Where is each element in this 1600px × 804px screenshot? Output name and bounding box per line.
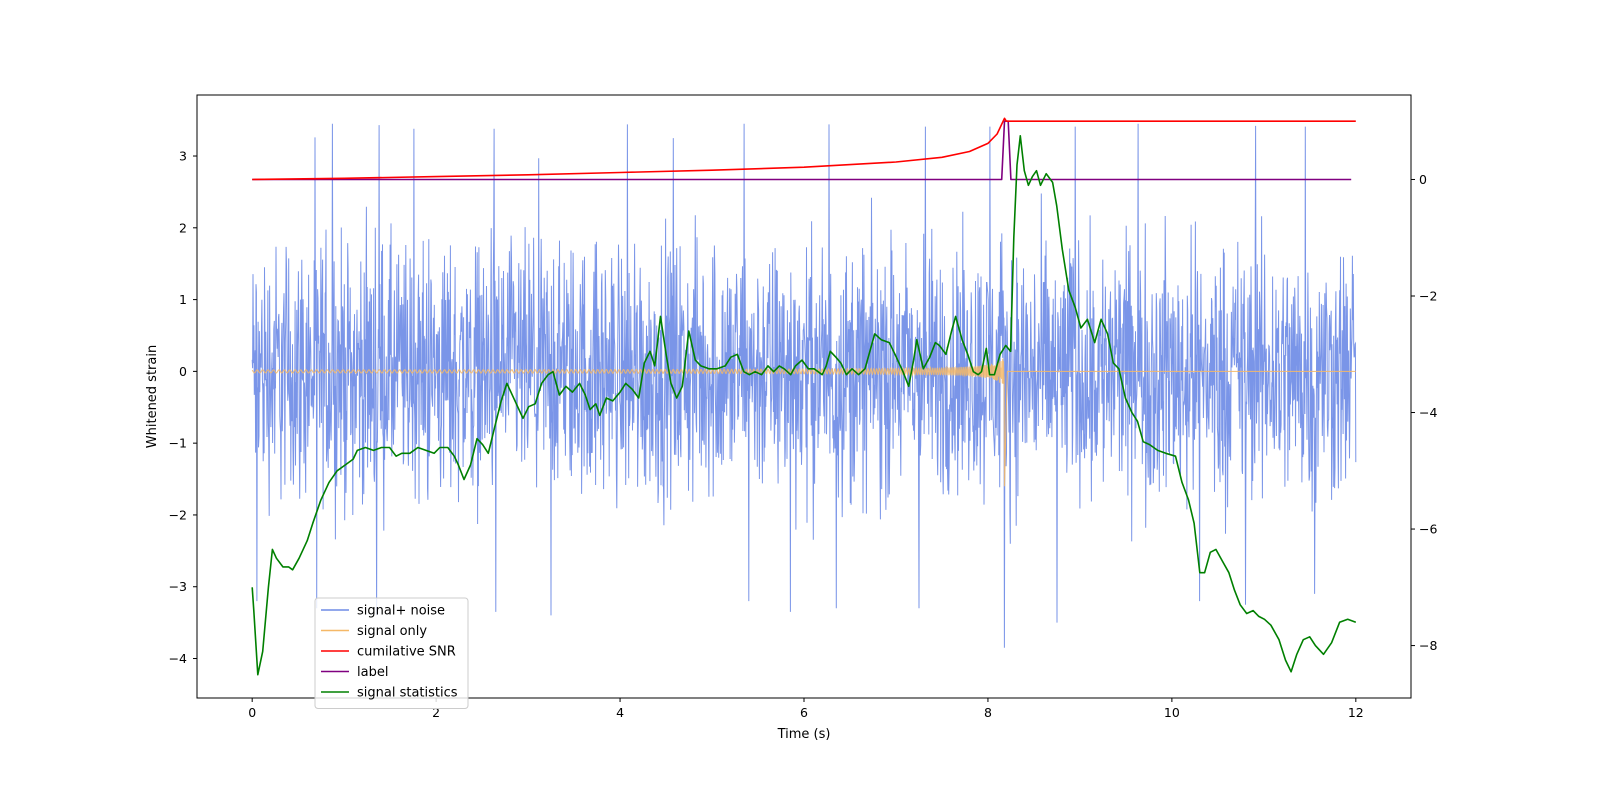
legend-entry-label: signal statistics	[357, 686, 458, 701]
x-axis-ticks: 0 2 4 6 8 10 12	[248, 698, 1364, 720]
noise-series-layer	[251, 123, 1357, 648]
y-tick-label: −3	[169, 579, 187, 594]
x-tick-label: 2	[432, 705, 440, 720]
x-tick-label: 12	[1348, 705, 1364, 720]
x-tick-label: 8	[984, 705, 992, 720]
series-line-signal-plus-noise	[251, 123, 1357, 648]
x-tick-label: 10	[1164, 705, 1180, 720]
legend-entry-label: cumilative SNR	[357, 645, 456, 660]
series-line-signal-only	[251, 358, 1356, 487]
y-axis-label: Whitened strain	[145, 345, 160, 448]
legend-entry-label: signal+ noise	[357, 604, 445, 619]
y-axis-ticks: −4 −3 −2 −1 0 1 2 3	[169, 149, 197, 666]
y2-tick-label: −4	[1419, 405, 1437, 420]
y2-tick-label: −6	[1419, 522, 1437, 537]
x-tick-label: 4	[616, 705, 624, 720]
legend-box	[314, 597, 469, 709]
y2-tick-label: −8	[1419, 638, 1437, 653]
y-tick-label: 2	[179, 220, 187, 235]
legend-entry-label: signal only	[357, 624, 427, 639]
y-tick-label: 0	[179, 364, 187, 379]
series-line-signal-statistics	[251, 135, 1357, 676]
y-tick-label: −4	[169, 651, 187, 666]
y2-axis-ticks: −8 −6 −4 −2 0	[1411, 172, 1437, 653]
x-tick-label: 0	[248, 705, 256, 720]
legend-entry-label: label	[357, 665, 388, 680]
y-tick-label: 1	[179, 292, 187, 307]
x-tick-label: 6	[800, 705, 808, 720]
right-axis-series-layer	[251, 117, 1357, 676]
series-line-label	[252, 120, 1352, 181]
y2-tick-label: 0	[1419, 172, 1427, 187]
y-tick-label: −2	[169, 507, 187, 522]
series-line-cumilative-snr	[252, 117, 1356, 181]
x-axis-label: Time (s)	[777, 727, 831, 742]
legend: signal+ noise signal only cumilative SNR la…	[314, 597, 469, 709]
y2-tick-label: −2	[1419, 289, 1437, 304]
signal-only-series-layer	[251, 358, 1356, 487]
y-tick-label: 3	[179, 149, 187, 164]
y-tick-label: −1	[169, 436, 187, 451]
